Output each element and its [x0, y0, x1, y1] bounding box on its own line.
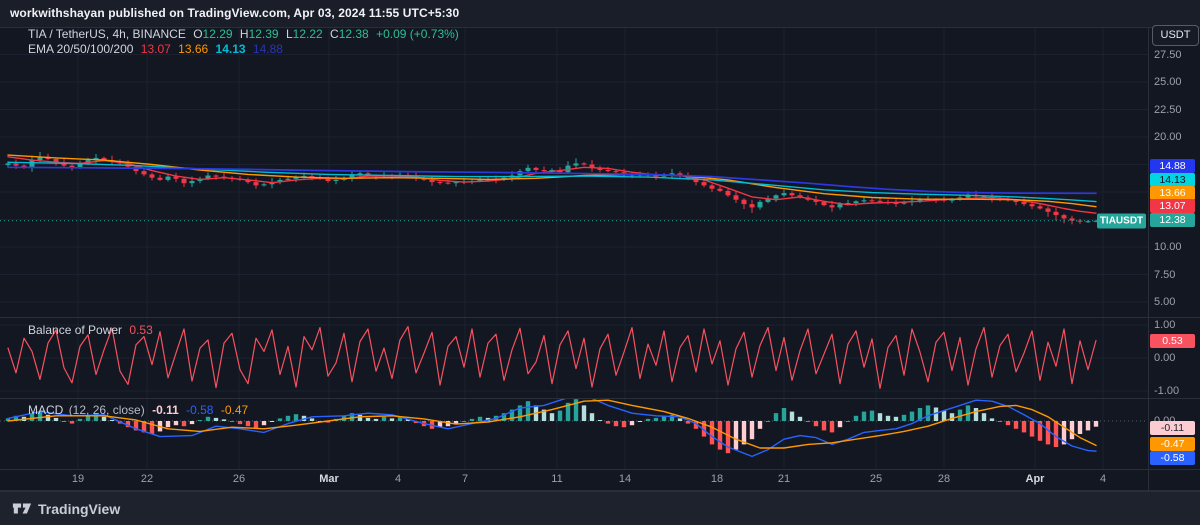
tradingview-logo-icon[interactable]	[12, 499, 32, 519]
low-label: L	[285, 27, 293, 41]
time-axis-label: 19	[71, 473, 85, 485]
open-label: O	[193, 27, 203, 41]
ema20-value: 13.07	[140, 42, 171, 56]
macd-hist-value: -0.11	[152, 403, 179, 417]
low-value: 12.22	[292, 27, 323, 41]
price-axis-label: 7.50	[1154, 268, 1176, 281]
symbol-price-marker: TIAUSDT	[1097, 213, 1146, 229]
bop-axis-label: 0.00	[1154, 352, 1176, 364]
bop-axis-label: 1.00	[1154, 319, 1176, 331]
currency-toggle-button[interactable]: USDT	[1152, 25, 1199, 46]
publish-text: workwithshayan published on TradingView.…	[10, 6, 460, 20]
symbol-legend: TIA / TetherUS, 4h, BINANCE O12.29 H12.3…	[28, 27, 463, 41]
time-axis-label: 26	[232, 473, 246, 485]
ema50-value: 13.66	[178, 42, 209, 56]
price-axis-label: 20.00	[1154, 131, 1182, 143]
tradingview-brand-link[interactable]: TradingView	[38, 500, 121, 517]
time-axis-label: 14	[618, 473, 632, 485]
bop-legend: Balance of Power 0.53	[28, 323, 157, 337]
time-axis[interactable]	[0, 471, 1148, 490]
footer-bar: TradingView	[0, 491, 1200, 525]
time-axis-label: Mar	[319, 473, 339, 485]
open-value: 12.29	[202, 27, 233, 41]
price-axis-label: 22.50	[1154, 103, 1182, 116]
ema100-value: 14.13	[215, 42, 246, 56]
bop-value: 0.53	[129, 323, 153, 337]
time-axis-label: 11	[551, 473, 563, 485]
ema-legend: EMA 20/50/100/200 13.07 13.66 14.13 14.8…	[28, 42, 287, 56]
macd-params: (12, 26, close)	[68, 403, 145, 417]
symbol-title[interactable]: TIA / TetherUS, 4h, BINANCE	[28, 27, 186, 41]
close-label: C	[330, 27, 339, 41]
price-axis-label: 25.00	[1154, 76, 1182, 88]
ema-title[interactable]: EMA 20/50/100/200	[28, 42, 134, 56]
bop-value-badge: 0.53	[1150, 333, 1195, 348]
price-axis-label: 5.00	[1154, 296, 1176, 308]
change-value: +0.09 (+0.73%)	[376, 27, 459, 41]
price-axis-label: 27.50	[1154, 48, 1182, 61]
time-axis-label: 7	[461, 473, 469, 485]
time-axis-label: 22	[140, 473, 154, 485]
price-axis-badge: 13.07	[1150, 199, 1195, 213]
time-axis-label: 28	[937, 473, 951, 485]
ema200-value: 14.88	[252, 42, 283, 56]
macd-line-value: -0.58	[186, 403, 214, 417]
price-axis-label: 10.00	[1154, 241, 1182, 253]
price-axis-badge: 13.66	[1150, 186, 1195, 200]
close-value: 12.38	[338, 27, 369, 41]
time-axis-label: Apr	[1025, 473, 1045, 485]
time-axis-label: 25	[869, 473, 883, 485]
price-axis-badge: 12.38	[1150, 213, 1195, 227]
price-axis[interactable]	[1149, 28, 1200, 490]
high-label: H	[239, 27, 249, 41]
macd-line-badge: -0.58	[1150, 451, 1195, 465]
price-axis-badge: 14.88	[1150, 159, 1195, 173]
price-axis-badge: 14.13	[1150, 173, 1195, 187]
publish-bar	[0, 0, 1200, 28]
time-axis-label: 4	[394, 473, 402, 485]
time-axis-label: 21	[777, 473, 791, 485]
macd-signal-value: -0.47	[220, 403, 249, 417]
time-axis-label: 18	[710, 473, 724, 485]
bop-title[interactable]: Balance of Power	[28, 323, 123, 337]
macd-hist-badge: -0.11	[1150, 421, 1195, 435]
bop-axis-label: -1.00	[1154, 385, 1180, 397]
macd-legend: MACD (12, 26, close) -0.11 -0.58 -0.47	[28, 403, 252, 417]
high-value: 12.39	[248, 27, 279, 41]
time-axis-label: 4	[1099, 473, 1107, 485]
macd-signal-badge: -0.47	[1150, 437, 1195, 451]
macd-title[interactable]: MACD	[28, 403, 64, 417]
